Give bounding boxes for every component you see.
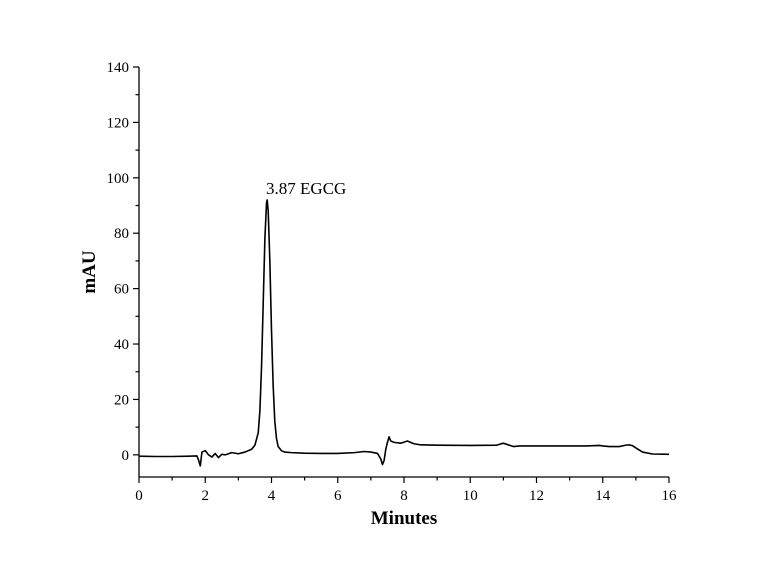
x-tick-label: 8 — [400, 488, 408, 504]
y-tick-label: 140 — [107, 60, 130, 76]
x-tick-label: 0 — [135, 488, 143, 504]
x-tick-label: 14 — [595, 488, 611, 504]
plot-area: 0 2 4 6 8 10 12 14 16 0 20 40 60 80 100 120 140 Minutes mA… — [79, 60, 677, 529]
x-tick-label: 16 — [662, 488, 678, 504]
y-axis-title: mAU — [79, 250, 100, 294]
y-tick-label: 80 — [114, 226, 129, 242]
y-tick-label: 40 — [114, 337, 129, 353]
x-tick-label: 10 — [463, 488, 478, 504]
y-tick-label: 60 — [114, 282, 129, 298]
x-tick-label: 4 — [268, 488, 276, 504]
x-tick-label: 6 — [334, 488, 342, 504]
peak-annotation: 3.87 EGCG — [266, 179, 346, 198]
y-tick-label: 0 — [122, 448, 130, 464]
series-line-0 — [138, 199, 670, 467]
y-tick-label: 20 — [114, 392, 129, 408]
x-tick-label: 2 — [202, 488, 210, 504]
x-axis-title: Minutes — [371, 508, 438, 529]
y-tick-label: 120 — [107, 115, 130, 131]
x-tick-label: 12 — [529, 488, 544, 504]
y-tick-label: 100 — [107, 171, 130, 187]
